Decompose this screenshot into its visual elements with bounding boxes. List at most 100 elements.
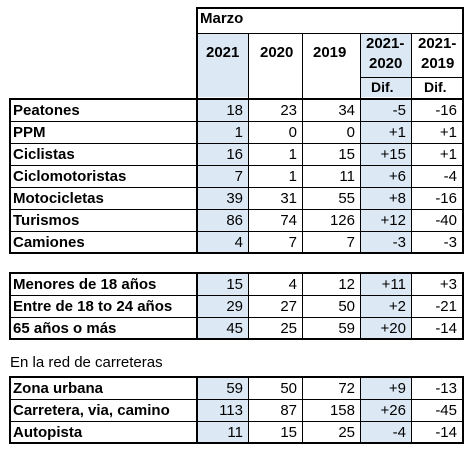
group3-bottom-border: [9, 442, 464, 444]
group2-bottom-border: [9, 338, 464, 340]
group2-row-divider: [9, 317, 464, 318]
diff-2021-2020: +8: [388, 190, 406, 207]
group2-col-divider: [248, 273, 249, 339]
group2-top-border: [9, 272, 464, 274]
value-2019: 158: [329, 402, 355, 419]
group3-2021-bg: [196, 377, 248, 443]
group3-row-divider: [9, 399, 464, 400]
group1-bottom-border: [9, 252, 464, 254]
group3-diff-bg: [360, 377, 411, 443]
group1-row-divider: [9, 209, 464, 210]
diff-2020-period-line2: 2020: [369, 55, 403, 72]
group1-col-divider: [360, 99, 361, 253]
group3-col-divider: [411, 377, 412, 443]
row-label: Carretera, via, camino: [13, 402, 170, 419]
group2-col-divider: [302, 273, 303, 339]
group1-row-divider: [9, 143, 464, 144]
value-2021: 86: [226, 212, 243, 229]
group1-col-divider: [302, 99, 303, 253]
value-2019: 15: [338, 146, 355, 163]
group2-label-divider: [196, 272, 198, 339]
value-2021: 11: [227, 424, 243, 441]
diff-2021-2020: -5: [392, 102, 406, 119]
diff-2019-label: Dif.: [424, 79, 447, 95]
value-2020: 1: [288, 146, 297, 163]
value-2021: 45: [226, 320, 243, 337]
diff-2021-2020: +20: [380, 320, 406, 337]
value-2020: 25: [280, 320, 297, 337]
group1-col-divider: [411, 99, 412, 253]
row-label: 65 años o más: [13, 320, 117, 337]
group2-2021-bg: [196, 273, 248, 339]
group1-row-divider: [9, 121, 464, 122]
diff-2021-2020: +9: [388, 380, 406, 397]
header-col-div2: [302, 33, 303, 98]
value-2020: 87: [280, 402, 297, 419]
diff-2021-2020: -3: [392, 234, 406, 251]
row-label: PPM: [13, 124, 46, 141]
row-label: Ciclomotoristas: [13, 168, 127, 185]
diff-2021-2020: -4: [392, 424, 406, 441]
value-2020: 0: [288, 124, 297, 141]
row-label: Ciclistas: [13, 146, 75, 163]
group1-row-divider: [9, 187, 464, 188]
diff-2021-2019: +1: [439, 146, 457, 163]
row-label: Motocicletas: [13, 190, 104, 207]
diff-2021-2020: +11: [381, 276, 406, 293]
row-label: Camiones: [13, 234, 85, 251]
group1-diff-bg: [360, 99, 411, 253]
diff-2021-2019: -14: [435, 424, 457, 441]
value-2019: 7: [346, 234, 355, 251]
row-label: Menores de 18 años: [13, 276, 157, 293]
header-left-border: [196, 7, 198, 98]
group3-row-divider: [9, 421, 464, 422]
group1-top-border: [9, 98, 464, 100]
section3-title: En la red de carreteras: [10, 354, 163, 371]
diff-2020-period-line1: 2021-: [366, 35, 405, 52]
value-2021: 59: [226, 380, 243, 397]
group3-col-divider: [360, 377, 361, 443]
month-label: Marzo: [200, 10, 244, 27]
diff-2021-2019: -4: [443, 168, 457, 185]
value-2021: 18: [226, 102, 243, 119]
diff-2021-2019: -16: [435, 190, 457, 207]
value-2019: 0: [346, 124, 355, 141]
value-2021: 1: [234, 124, 243, 141]
group2-right-border: [462, 272, 464, 339]
group3-label-divider: [196, 376, 198, 443]
year-2019-header: 2019: [313, 44, 347, 61]
value-2021: 15: [226, 276, 243, 293]
diff-2019-period-line2: 2019: [421, 55, 455, 72]
diff-2021-2019: -16: [435, 102, 457, 119]
diff-2021-2019: +1: [439, 124, 457, 141]
group1-label-divider: [196, 98, 198, 253]
row-label: Zona urbana: [13, 380, 104, 397]
group2-left-border: [9, 272, 11, 339]
diff-2020-label: Dif.: [371, 79, 394, 95]
value-2020: 31: [280, 190, 297, 207]
value-2021: 7: [234, 168, 243, 185]
group1-row-divider: [9, 165, 464, 166]
diff-2021-2019: -3: [443, 234, 457, 251]
diff-2021-2019: +3: [439, 276, 457, 293]
value-2019: 59: [338, 320, 355, 337]
row-label: Autopista: [13, 424, 83, 441]
value-2019: 25: [338, 424, 355, 441]
value-2021: 16: [226, 146, 243, 163]
header-2021-bg: [197, 33, 248, 97]
group2-col-divider: [411, 273, 412, 339]
diff-2021-2019: -14: [435, 320, 457, 337]
group2-row-divider: [9, 295, 464, 296]
value-2019: 72: [338, 380, 355, 397]
value-2020: 7: [288, 234, 297, 251]
row-label: Entre de 18 to 24 años: [13, 298, 173, 315]
diff-2021-2019: -45: [435, 402, 457, 419]
group2-diff-bg: [360, 273, 411, 339]
value-2019: 12: [338, 276, 355, 293]
header-right-border: [462, 7, 464, 98]
value-2020: 4: [288, 276, 297, 293]
group1-left-border: [9, 98, 11, 253]
value-2021: 29: [226, 298, 243, 315]
value-2019: 34: [338, 102, 355, 119]
value-2021: 39: [226, 190, 243, 207]
